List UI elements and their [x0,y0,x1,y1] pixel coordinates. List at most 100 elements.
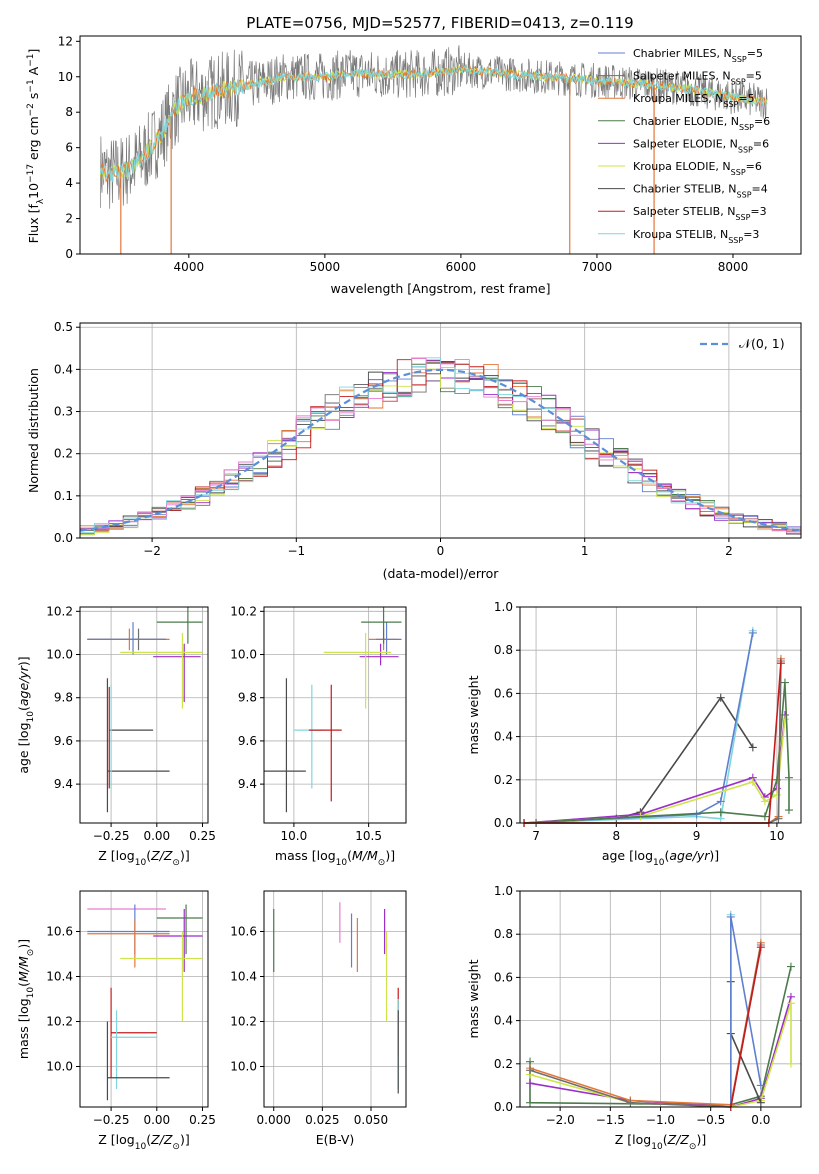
x-tick-label: −1 [287,544,305,558]
legend-entry: Chabrier ELODIE, NSSP=6 [633,115,770,132]
legend-entry-sub: SSP [737,190,752,199]
y-tick-label: 0.8 [494,927,513,941]
mass-weight-marker [526,1079,535,1088]
legend-entry-text: =5 [746,70,762,83]
mass-weight-marker [526,1066,535,1075]
mass-weight-marker [756,1081,765,1090]
y-tick-label: 0.4 [494,730,513,744]
age_vs_Z-y-axis-label-part: 10 [26,711,36,723]
mass_vs_ebv-x-axis-label: E(B-V) [316,1132,355,1147]
panel-age_vs_mass: 10.0 10.5 9.4 9.6 9.8 10.0 10.2 mass [log10(M/M… [230,604,407,868]
hist-legend-label: 𝒩(0, 1) [739,336,785,351]
massweight_vs_Z-x-axis-label: Z [log10(Z/Z⊙)] [615,1132,706,1152]
x-tick-label: −1.5 [596,1113,625,1127]
x-tick-label: 7000 [582,260,613,274]
y-tick-label: 10.0 [46,648,73,662]
mass-weight-marker [786,999,795,1008]
spectrum-y-axis-label-part: −2 [26,103,36,116]
y-tick-label: 6 [65,141,73,155]
y-tick-label: 9.4 [238,777,257,791]
y-tick-label: 9.6 [54,734,73,748]
histogram-step-line [80,357,801,533]
massweight_vs_age-x-axis-label-part: )] [709,848,719,863]
y-tick-label: 10.2 [46,1015,73,1029]
massweight_vs_age-x-axis-label-part: ( [664,848,669,863]
massweight_vs_Z-x-axis-label-part: Z [log [615,1132,651,1147]
legend-entry-text: =6 [754,115,770,128]
x-tick-label: 9 [693,829,701,843]
spectrum-y-axis-label-part: ] [26,49,41,54]
y-tick-label: 0 [65,247,73,261]
spectrum-x-axis-label: wavelength [Angstrom, rest frame] [330,281,550,296]
mass-weight-marker [760,797,769,806]
legend-entry-text: =5 [738,92,754,105]
y-tick-label: 9.4 [54,777,73,791]
y-tick-label: 10.6 [230,925,257,939]
x-tick-label: 10.0 [281,829,308,843]
legend-entry: Chabrier MILES, NSSP=5 [633,47,763,64]
x-tick-label: 0.25 [189,1113,216,1127]
legend-entry-sub: SSP [731,77,746,86]
hist-frame [79,322,802,539]
y-tick-label: 10.0 [230,1060,257,1074]
spectrum-legend: Chabrier MILES, NSSP=5 Salpeter MILES, NS… [598,47,770,244]
x-tick-label: 6000 [446,260,477,274]
mass-weight-marker [784,773,793,782]
legend-entry-text: =3 [750,205,766,218]
spectrum-y-axis-label-part: −1 [26,79,36,92]
mass-weight-marker [776,659,785,668]
age_vs_mass-x-axis-label-part: 10 [336,858,348,868]
panel-massweight_vs_Z: −2.0 −1.5 −1.0 −0.5 0.0 0.0 0.2 0.4 0.6 0.8 1.0 Z [… [466,884,802,1152]
massweight_vs_Z-x-axis-label-part: )] [696,1132,706,1147]
y-tick-label: 2 [65,212,73,226]
mass_vs_Z-x-axis-label: Z [log10(Z/Z⊙)] [98,1132,189,1152]
mass-weight-marker [716,693,725,702]
massweight_vs_Z-x-axis-label-part: Z/Z [667,1132,690,1147]
mass-weight-marker [784,806,793,815]
x-tick-label: 0.0 [751,1113,770,1127]
mass_vs_Z-x-axis-label-part: ⊙ [172,1142,180,1152]
y-tick-label: 0.0 [54,531,73,545]
y-tick-label: 10.4 [46,970,73,984]
x-tick-label: −0.25 [93,1113,130,1127]
y-tick-label: 0.4 [54,362,73,376]
y-tick-label: 9.8 [238,691,257,705]
spectrum-y-axis-label-part: 10 [26,183,41,199]
mass-weight-line [523,632,754,824]
age_vs_mass-x-axis-label-part: mass [log [275,848,336,863]
x-tick-label: 0.025 [305,1113,339,1127]
y-tick-label: 10.0 [46,1060,73,1074]
age_vs_mass-x-axis-label: mass [log10(M/M⊙)] [275,848,395,868]
legend-entry-text: Kroupa ELODIE, N [633,160,731,173]
age_vs_Z-y-axis-label: age [log10(age/yr)] [16,656,36,773]
legend-entry: Salpeter STELIB, NSSP=3 [633,205,767,222]
legend-entry-sub: SSP [739,122,754,131]
mass-weight-line [529,942,762,1106]
y-tick-label: 10.2 [46,604,73,618]
legend-entry: Salpeter MILES, NSSP=5 [633,70,762,87]
spectrum-frame [79,35,802,255]
mass_vs_Z-x-axis-label-part: ( [146,1132,151,1147]
legend-entry: Kroupa ELODIE, NSSP=6 [633,160,762,177]
mass_vs_Z-y-axis-label-part: ⊙ [26,949,36,957]
spectrum-y-axis-label-part: Flux [f [26,204,41,244]
mass_vs_Z-y-axis-label: mass [log10(M/M⊙)] [16,939,36,1059]
mass-weight-marker [774,814,783,823]
y-tick-label: 0.6 [494,686,513,700]
mass-weight-line [730,947,762,1108]
massweight_vs_Z-x-axis-label-part: ⊙ [689,1142,697,1152]
age_vs_Z-y-axis-label-part: age [log [16,722,31,773]
age_vs_Z-x-axis-label-part: ⊙ [172,858,180,868]
mass-weight-marker [726,912,735,921]
x-tick-label: 0.00 [143,829,170,843]
age_vs_mass-x-axis-label-part: M/M [352,848,378,863]
panel-mass_vs_ebv: 0.000 0.025 0.050 10.0 10.2 10.4 10.6 E(B-V) [230,890,407,1147]
mass-weight-marker [756,943,765,952]
mass-weight-marker [526,1098,535,1107]
x-tick-label: −2.0 [546,1113,575,1127]
mass-weight-line [523,714,786,824]
legend-entry-text: =6 [746,160,762,173]
mass_vs_Z-y-axis-label-part: 10 [26,987,36,999]
